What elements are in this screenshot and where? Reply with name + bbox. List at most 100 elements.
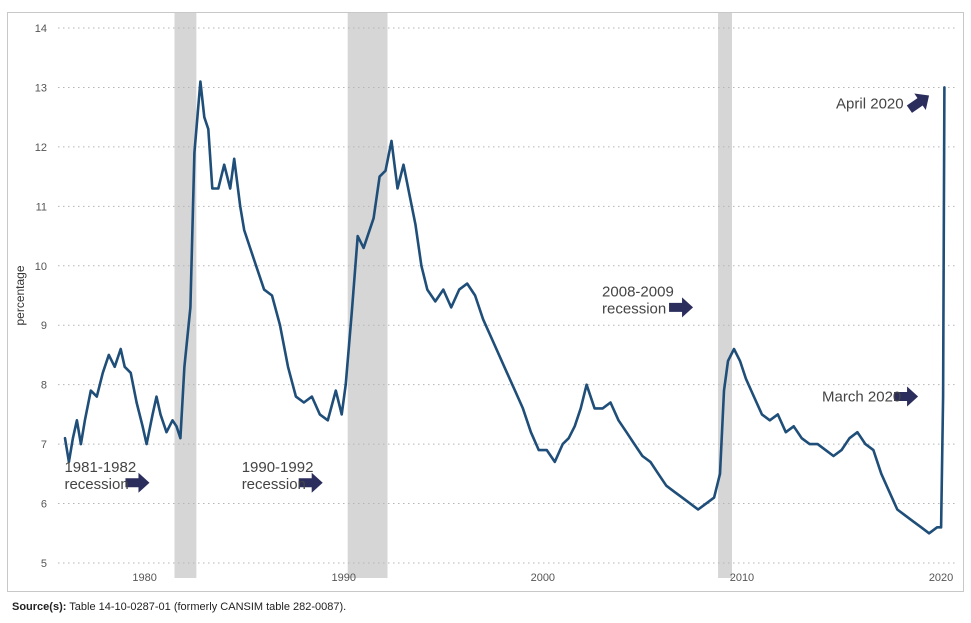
data-point <box>442 288 445 291</box>
annotation-text-line: recession <box>602 300 666 317</box>
data-point <box>498 354 500 356</box>
data-point <box>179 437 182 440</box>
data-point <box>522 407 524 410</box>
data-point <box>943 86 946 89</box>
data-point <box>545 449 548 451</box>
data-point <box>372 217 375 220</box>
data-point <box>135 401 138 404</box>
data-point <box>450 306 453 309</box>
series-line-0 <box>63 80 946 535</box>
data-point <box>193 151 196 154</box>
data-point <box>159 413 162 416</box>
data-point <box>165 431 168 434</box>
data-point <box>641 455 644 457</box>
data-point <box>408 193 411 196</box>
data-point <box>466 282 469 285</box>
data-point <box>89 389 92 392</box>
data-point <box>739 360 741 362</box>
data-point <box>840 449 843 451</box>
data-point <box>255 264 257 267</box>
data-point <box>856 431 859 434</box>
data-point <box>733 348 735 350</box>
data-point <box>579 407 582 410</box>
data-point <box>107 354 110 356</box>
annotation-amar: March 2020 <box>822 386 919 407</box>
data-point <box>657 472 660 475</box>
data-point <box>912 520 915 523</box>
data-point <box>705 502 707 505</box>
data-point <box>68 461 70 463</box>
data-point <box>203 116 206 119</box>
data-point <box>553 461 556 463</box>
y-tick-label-4: 9 <box>41 320 47 332</box>
data-point <box>482 318 484 321</box>
data-point <box>768 419 771 422</box>
data-point <box>784 431 787 434</box>
data-point <box>697 508 699 511</box>
data-point <box>753 395 755 398</box>
data-point <box>864 443 867 445</box>
data-point <box>145 443 148 445</box>
data-point <box>420 264 423 267</box>
data-point <box>514 389 516 392</box>
data-point <box>633 443 636 445</box>
data-point <box>888 490 891 493</box>
data-point <box>318 413 321 416</box>
y-tick-label-3: 8 <box>41 380 47 392</box>
data-point <box>848 437 851 440</box>
data-point <box>745 377 747 380</box>
data-point <box>350 312 353 315</box>
data-point <box>832 455 835 457</box>
data-point <box>681 496 684 499</box>
data-point <box>129 371 132 374</box>
data-point <box>101 371 104 374</box>
data-point <box>76 419 78 422</box>
data-point <box>72 437 74 440</box>
data-point <box>155 395 158 398</box>
data-point <box>356 235 359 238</box>
series-lines <box>63 80 946 535</box>
data-point <box>211 187 214 190</box>
data-point <box>175 425 178 428</box>
data-point <box>808 443 811 445</box>
data-point <box>340 413 343 416</box>
data-point <box>199 80 202 83</box>
data-point <box>384 169 387 172</box>
data-point <box>311 395 313 398</box>
data-point <box>326 419 329 422</box>
data-point <box>490 336 492 338</box>
source-label: Source(s): <box>12 601 67 613</box>
data-point <box>506 371 508 374</box>
y-tick-label-7: 12 <box>35 142 47 154</box>
data-point <box>824 449 827 451</box>
x-tick-label-1: 1990 <box>331 572 355 584</box>
y-tick-labels: 5 6 7 8 9 10 11 12 13 14 <box>35 23 47 570</box>
data-point <box>904 514 907 517</box>
data-point <box>942 395 944 398</box>
x-tick-labels: 1980 1990 2000 2010 2020 <box>132 572 953 584</box>
data-point <box>344 383 347 386</box>
chart-frame <box>7 12 964 592</box>
data-point <box>940 526 942 529</box>
data-point <box>80 443 82 445</box>
annotation-arrow-icon <box>894 386 919 407</box>
data-point <box>141 425 144 428</box>
data-point <box>123 365 126 368</box>
data-point <box>585 383 588 386</box>
data-point <box>229 187 232 190</box>
data-point <box>561 443 564 445</box>
data-point <box>723 389 725 392</box>
data-point <box>719 472 721 475</box>
data-point <box>665 484 668 487</box>
data-point <box>920 526 923 529</box>
data-point <box>593 407 596 410</box>
data-point <box>271 294 273 297</box>
y-axis-label: percentage <box>13 265 27 325</box>
data-point <box>434 300 437 303</box>
data-point <box>362 247 365 249</box>
data-point <box>537 449 540 451</box>
data-point <box>334 389 337 392</box>
data-point <box>233 157 236 160</box>
annotation-text-line: April 2020 <box>836 95 904 112</box>
